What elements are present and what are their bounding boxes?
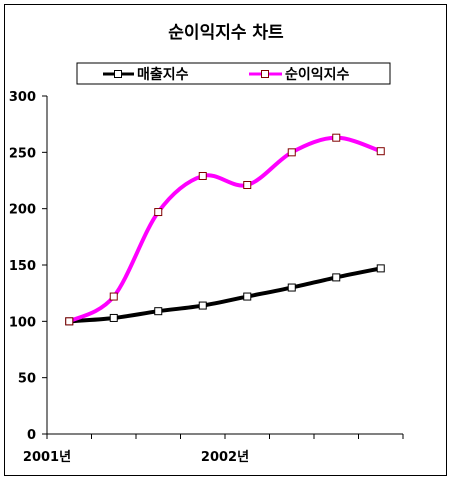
data-point-profit bbox=[332, 133, 341, 142]
legend-box bbox=[76, 62, 391, 85]
legend-label-profit: 순이익지수 bbox=[285, 66, 350, 83]
x-tick-label: 2002년 bbox=[201, 450, 249, 465]
data-point-profit bbox=[65, 317, 74, 326]
data-point-sales bbox=[332, 273, 341, 282]
y-tick-label: 200 bbox=[9, 203, 36, 218]
data-point-profit bbox=[154, 208, 163, 217]
x-tick-label: 2001년 bbox=[23, 450, 71, 465]
data-point-sales bbox=[154, 307, 163, 316]
data-point-sales bbox=[198, 301, 207, 310]
legend: 매출지수 순이익지수 bbox=[76, 62, 391, 85]
y-tick-label: 300 bbox=[9, 90, 36, 105]
series-markers bbox=[65, 133, 385, 326]
chart-title: 순이익지수 차트 bbox=[168, 23, 284, 43]
data-point-sales bbox=[287, 283, 296, 292]
y-tick-label: 100 bbox=[9, 315, 36, 330]
data-point-profit bbox=[243, 181, 252, 190]
data-point-profit bbox=[376, 147, 385, 156]
axes bbox=[46, 96, 403, 435]
series-line-profit bbox=[68, 135, 382, 324]
y-axis-ticks: 0 50 100 150 200 250 300 bbox=[9, 90, 47, 443]
data-point-profit bbox=[198, 171, 207, 180]
y-tick-label: 50 bbox=[18, 372, 36, 387]
y-tick-label: 150 bbox=[9, 259, 36, 274]
legend-marker-profit bbox=[261, 70, 269, 78]
y-tick-label: 0 bbox=[27, 428, 36, 443]
data-point-profit bbox=[287, 148, 296, 157]
data-point-sales bbox=[109, 313, 118, 322]
x-axis-ticks: 2001년 2002년 bbox=[23, 434, 404, 465]
legend-marker-sales bbox=[114, 70, 122, 78]
data-point-profit bbox=[109, 292, 118, 301]
data-point-sales bbox=[243, 292, 252, 301]
legend-label-sales: 매출지수 bbox=[137, 66, 189, 83]
y-tick-label: 250 bbox=[9, 146, 36, 161]
data-point-sales bbox=[376, 264, 385, 273]
